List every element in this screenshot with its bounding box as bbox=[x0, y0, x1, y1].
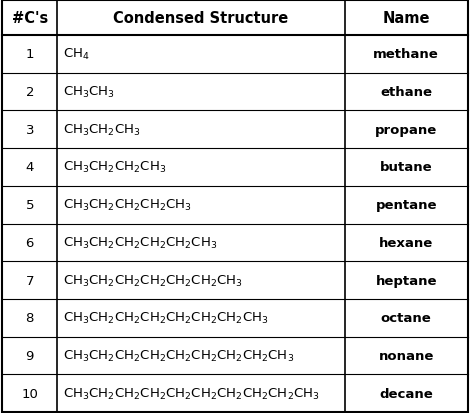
Text: CH$_3$CH$_2$CH$_2$CH$_3$: CH$_3$CH$_2$CH$_2$CH$_3$ bbox=[63, 160, 166, 175]
Text: CH$_3$CH$_2$CH$_3$: CH$_3$CH$_2$CH$_3$ bbox=[63, 122, 141, 138]
Text: pentane: pentane bbox=[376, 199, 437, 211]
Text: Name: Name bbox=[383, 11, 430, 26]
Text: Condensed Structure: Condensed Structure bbox=[113, 11, 289, 26]
Text: 1: 1 bbox=[25, 48, 34, 61]
Text: CH$_4$: CH$_4$ bbox=[63, 47, 90, 62]
Text: CH$_3$CH$_2$CH$_2$CH$_2$CH$_2$CH$_2$CH$_2$CH$_2$CH$_2$CH$_3$: CH$_3$CH$_2$CH$_2$CH$_2$CH$_2$CH$_2$CH$_… bbox=[63, 386, 320, 401]
Text: CH$_3$CH$_3$: CH$_3$CH$_3$ bbox=[63, 85, 115, 100]
Text: 5: 5 bbox=[25, 199, 34, 211]
Text: decane: decane bbox=[379, 387, 433, 400]
Text: ethane: ethane bbox=[380, 86, 432, 99]
Text: CH$_3$CH$_2$CH$_2$CH$_2$CH$_2$CH$_3$: CH$_3$CH$_2$CH$_2$CH$_2$CH$_2$CH$_3$ bbox=[63, 235, 217, 250]
Text: octane: octane bbox=[381, 311, 431, 325]
Text: 6: 6 bbox=[26, 236, 34, 249]
Text: 9: 9 bbox=[26, 349, 34, 362]
Text: 10: 10 bbox=[21, 387, 38, 400]
Text: CH$_3$CH$_2$CH$_2$CH$_2$CH$_2$CH$_2$CH$_2$CH$_3$: CH$_3$CH$_2$CH$_2$CH$_2$CH$_2$CH$_2$CH$_… bbox=[63, 311, 268, 325]
Text: methane: methane bbox=[373, 48, 439, 61]
Text: 3: 3 bbox=[25, 123, 34, 136]
Text: nonane: nonane bbox=[378, 349, 434, 362]
Text: #C's: #C's bbox=[12, 11, 48, 26]
Text: 4: 4 bbox=[26, 161, 34, 174]
Text: butane: butane bbox=[380, 161, 432, 174]
Text: propane: propane bbox=[375, 123, 438, 136]
Text: CH$_3$CH$_2$CH$_2$CH$_2$CH$_3$: CH$_3$CH$_2$CH$_2$CH$_2$CH$_3$ bbox=[63, 198, 192, 213]
Text: 7: 7 bbox=[25, 274, 34, 287]
Text: heptane: heptane bbox=[376, 274, 437, 287]
Text: hexane: hexane bbox=[379, 236, 433, 249]
Text: CH$_3$CH$_2$CH$_2$CH$_2$CH$_2$CH$_2$CH$_2$CH$_2$CH$_3$: CH$_3$CH$_2$CH$_2$CH$_2$CH$_2$CH$_2$CH$_… bbox=[63, 348, 294, 363]
Text: CH$_3$CH$_2$CH$_2$CH$_2$CH$_2$CH$_2$CH$_3$: CH$_3$CH$_2$CH$_2$CH$_2$CH$_2$CH$_2$CH$_… bbox=[63, 273, 243, 288]
Text: 2: 2 bbox=[25, 86, 34, 99]
Text: 8: 8 bbox=[26, 311, 34, 325]
